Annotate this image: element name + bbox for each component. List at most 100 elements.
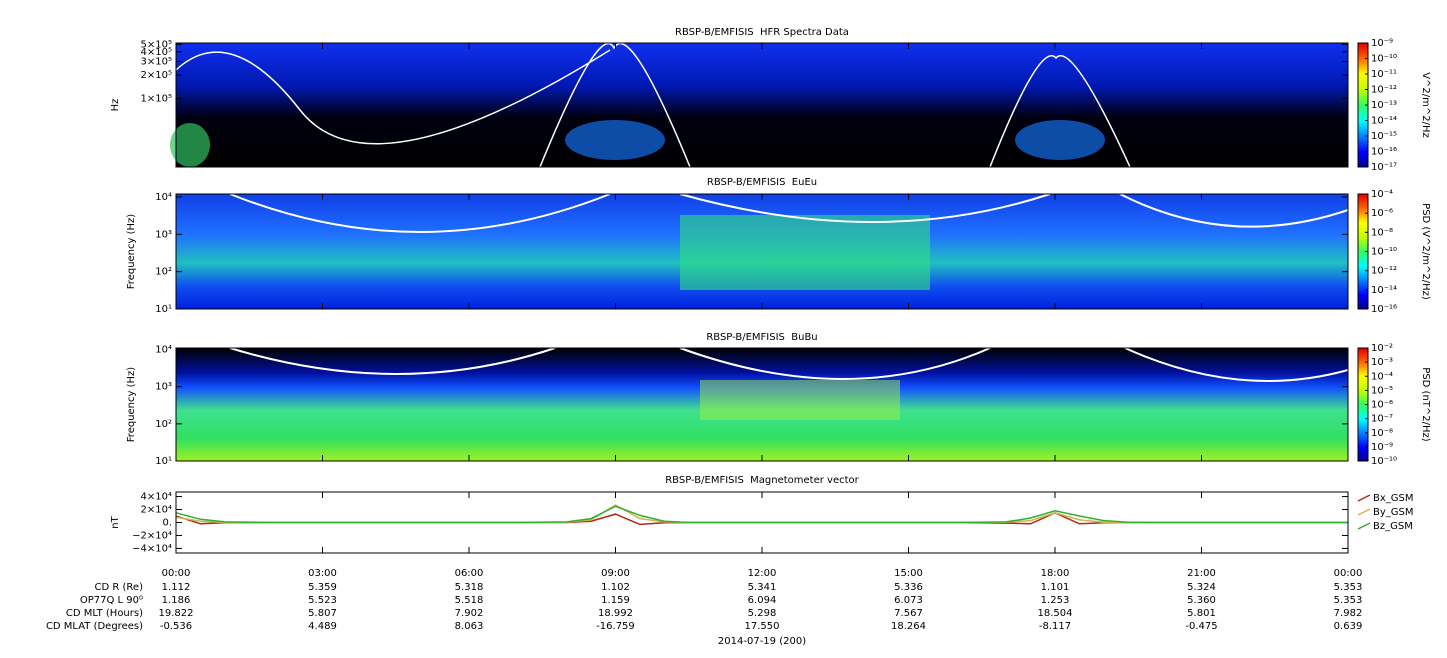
ephemeris-value: -0.475	[1185, 621, 1217, 632]
y-tick-label: 10²	[155, 267, 172, 278]
y-tick-label: 2×10⁵	[141, 70, 172, 81]
x-tick-label: 00:00	[1334, 568, 1363, 579]
line-series	[175, 504, 1348, 524]
plot-frame	[175, 347, 1349, 462]
ephemeris-value: 5.318	[455, 582, 484, 593]
colorbar-label: PSD (V^2/m^2/Hz)	[1420, 203, 1431, 300]
legend-label: By_GSM	[1373, 507, 1414, 518]
y-tick-label: 3×10⁵	[141, 56, 172, 67]
y-tick-label: 1×10⁵	[141, 93, 172, 104]
legend-swatch	[1357, 494, 1371, 502]
x-tick-label: 06:00	[455, 568, 484, 579]
colorbar-label: PSD (nT^2/Hz)	[1420, 367, 1431, 441]
y-tick-label: 2×10⁴	[141, 505, 172, 516]
x-tick-label: 15:00	[894, 568, 923, 579]
y-tick-label: 10²	[155, 419, 172, 430]
colorbar-tick-label: 10⁻¹¹	[1371, 69, 1397, 80]
colorbar-tick-label: 10⁻⁹	[1371, 38, 1393, 49]
panel-title: RBSP-B/EMFISIS EuEu	[707, 177, 817, 188]
y-tick-label: −2×10⁴	[132, 530, 172, 541]
panel-title: RBSP-B/EMFISIS Magnetometer vector	[665, 475, 859, 486]
ephemeris-value: 7.567	[894, 608, 923, 619]
ephemeris-value: 18.992	[598, 608, 633, 619]
colorbar-tick-label: 10⁻²	[1371, 343, 1393, 354]
colorbar-tick-label: 10⁻⁴	[1371, 189, 1393, 200]
y-axis-label: Hz	[110, 99, 121, 112]
colorbar-tick-label: 10⁻¹⁶	[1371, 147, 1397, 158]
ephemeris-value: 18.504	[1038, 608, 1073, 619]
colorbar-tick-label: 10⁻¹⁶	[1371, 304, 1397, 315]
colorbar-tick-label: 10⁻¹²	[1371, 266, 1397, 277]
spectrogram-image	[170, 42, 1349, 461]
colorbar-tick-label: 10⁻⁷	[1371, 414, 1393, 425]
colorbar-tick-label: 10⁻⁸	[1371, 227, 1393, 238]
colorbar-tick-label: 10⁻¹⁷	[1371, 162, 1397, 173]
ephemeris-value: 5.353	[1334, 582, 1363, 593]
y-tick-label: 4×10⁴	[141, 492, 172, 503]
y-tick-label: 10⁴	[155, 192, 172, 203]
legend-swatch	[1357, 508, 1371, 516]
ephemeris-value: 5.336	[894, 582, 923, 593]
colorbar-tick-label: 10⁻¹⁴	[1371, 116, 1397, 127]
ephemeris-value: 8.063	[455, 621, 484, 632]
colorbar-tick-label: 10⁻⁹	[1371, 442, 1393, 453]
ephemeris-value: 5.807	[308, 608, 337, 619]
date-label: 2014-07-19 (200)	[718, 636, 806, 647]
ephemeris-value: 0.639	[1334, 621, 1363, 632]
ephemeris-value: 5.360	[1187, 595, 1216, 606]
ephemeris-value: 5.523	[308, 595, 337, 606]
ephemeris-value: -16.759	[596, 621, 635, 632]
ephemeris-value: 5.341	[748, 582, 777, 593]
ephemeris-value: 1.112	[162, 582, 191, 593]
ephemeris-value: 5.801	[1187, 608, 1216, 619]
y-axis-label: Frequency (Hz)	[126, 367, 137, 443]
ephemeris-value: 7.982	[1334, 608, 1363, 619]
ephemeris-value: 1.253	[1041, 595, 1070, 606]
x-tick-label: 21:00	[1187, 568, 1216, 579]
colorbar-label: V^2/m^2/Hz	[1420, 72, 1431, 138]
ephemeris-value: -0.536	[160, 621, 192, 632]
line-series	[175, 505, 1348, 524]
y-tick-label: 5×10⁵	[141, 39, 172, 50]
colorbar-tick-label: 10⁻¹²	[1371, 85, 1397, 96]
ephemeris-value: 4.489	[308, 621, 337, 632]
colorbar-tick-label: 10⁻⁵	[1371, 385, 1393, 396]
colorbar-tick-label: 10⁻⁶	[1371, 208, 1393, 219]
y-tick-label: 10⁴	[155, 345, 172, 356]
ephemeris-value: 5.518	[455, 595, 484, 606]
y-tick-label: 10¹	[155, 456, 172, 467]
legend-label: Bz_GSM	[1373, 521, 1413, 532]
x-tick-label: 09:00	[601, 568, 630, 579]
x-tick-label: 12:00	[748, 568, 777, 579]
y-axis-label: Frequency (Hz)	[126, 214, 137, 290]
colorbar-tick-label: 10⁻³	[1371, 357, 1393, 368]
y-tick-label: 10³	[155, 382, 172, 393]
colorbar-tick-label: 10⁻⁶	[1371, 400, 1393, 411]
ephemeris-value: 5.353	[1334, 595, 1363, 606]
ephemeris-label: OP77Q L 90⁰	[80, 595, 143, 606]
legend-label: Bx_GSM	[1373, 493, 1414, 504]
ephemeris-value: 1.101	[1041, 582, 1070, 593]
ephemeris-label: CD MLAT (Degrees)	[46, 621, 143, 632]
ephemeris-value: 5.324	[1187, 582, 1216, 593]
colorbar-tick-label: 10⁻¹⁰	[1371, 456, 1397, 467]
ephemeris-value: 1.159	[601, 595, 630, 606]
panel-title: RBSP-B/EMFISIS HFR Spectra Data	[675, 27, 849, 38]
ephemeris-value: 5.298	[748, 608, 777, 619]
y-tick-label: 10¹	[155, 304, 172, 315]
legend-swatch	[1357, 522, 1371, 530]
colorbar-tick-label: 10⁻⁴	[1371, 371, 1393, 382]
ephemeris-value: 17.550	[745, 621, 780, 632]
ephemeris-value: 7.902	[455, 608, 484, 619]
y-tick-label: −4×10⁴	[132, 543, 172, 554]
ephemeris-value: 5.359	[308, 582, 337, 593]
ephemeris-value: 18.264	[891, 621, 926, 632]
plot-frame	[175, 193, 1349, 310]
colorbar-tick-label: 10⁻⁸	[1371, 428, 1393, 439]
colorbar-tick-label: 10⁻¹⁰	[1371, 54, 1397, 65]
colorbar-tick-label: 10⁻¹⁵	[1371, 131, 1397, 142]
panel-title: RBSP-B/EMFISIS BuBu	[706, 332, 817, 343]
